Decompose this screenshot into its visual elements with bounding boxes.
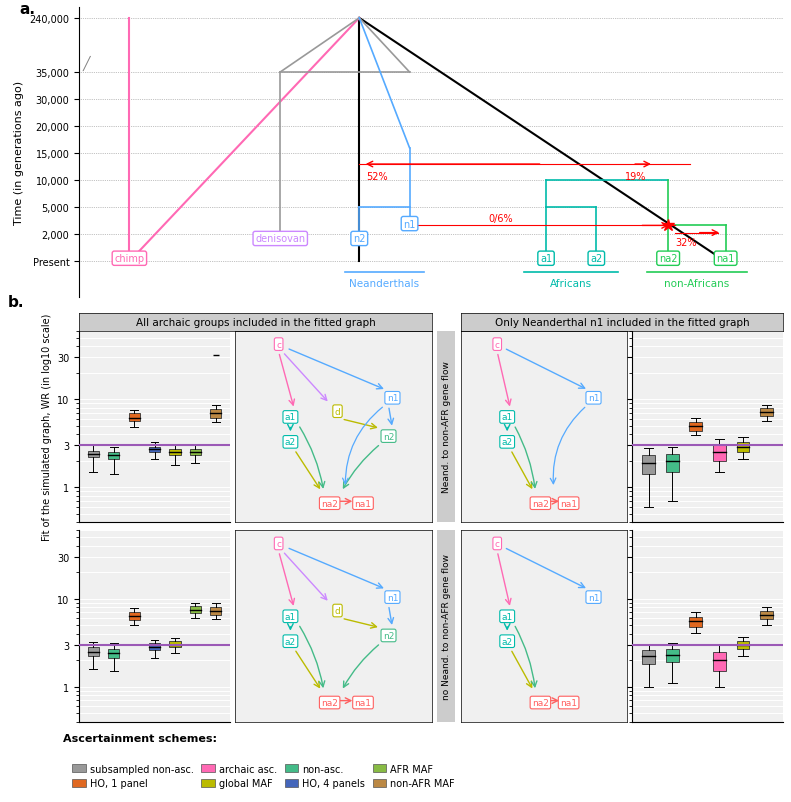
Text: Africans: Africans [550,279,592,289]
Text: ╱: ╱ [83,56,90,71]
Bar [169,450,180,456]
Text: n1: n1 [588,394,600,403]
Bar [736,442,750,452]
Bar [689,423,702,431]
Text: 0/6%: 0/6% [489,213,513,223]
Text: non-Africans: non-Africans [664,279,729,289]
Text: na1: na1 [717,254,735,264]
Bar [129,613,140,620]
Text: n1: n1 [387,593,398,602]
Bar [666,649,679,662]
Text: a2: a2 [285,438,296,447]
Bar [760,611,773,620]
Text: 52%: 52% [366,172,388,182]
Text: All archaic groups included in the fitted graph: All archaic groups included in the fitte… [135,318,375,327]
Text: na1: na1 [560,499,577,508]
Text: na2: na2 [532,499,549,508]
Bar [149,643,160,650]
Text: n2: n2 [383,432,394,441]
Bar [108,649,119,658]
Bar [736,641,750,649]
Text: a1: a1 [501,612,513,621]
Text: b.: b. [8,294,25,310]
Text: Neand. to non-AFR gene flow: Neand. to non-AFR gene flow [441,361,451,493]
Bar [190,606,201,614]
Text: n2: n2 [353,234,365,244]
Text: a2: a2 [285,637,296,646]
Text: no Neand. to non-AFR gene flow: no Neand. to non-AFR gene flow [441,553,451,699]
Text: na2: na2 [659,254,677,264]
Text: a.: a. [19,2,36,17]
Text: na1: na1 [354,699,372,707]
Text: na1: na1 [560,699,577,707]
Y-axis label: Fit of the simulated graph, WR (in log10 scale): Fit of the simulated graph, WR (in log10… [42,314,51,541]
Text: a1: a1 [285,612,296,621]
Bar [666,454,679,472]
Text: na1: na1 [354,499,372,508]
Text: Only Neanderthal n1 included in the fitted graph: Only Neanderthal n1 included in the fitt… [494,318,749,327]
Text: a1: a1 [285,413,296,422]
Text: denisovan: denisovan [255,234,305,244]
Bar [88,452,99,458]
Text: n1: n1 [588,593,600,602]
Y-axis label: Time (in generations ago): Time (in generations ago) [13,81,24,225]
Text: a2: a2 [501,637,513,646]
Text: n1: n1 [403,219,416,229]
Bar [88,647,99,657]
Text: c: c [276,539,281,549]
Text: d: d [335,606,340,615]
Bar [642,650,655,664]
Text: a1: a1 [540,254,552,264]
Bar [713,652,726,671]
Text: na2: na2 [321,499,338,508]
Text: c: c [494,340,500,349]
Text: c: c [276,340,281,349]
Text: a1: a1 [501,413,513,422]
Text: 32%: 32% [676,237,697,248]
Bar [190,449,201,456]
Bar [210,607,221,615]
Bar [129,414,140,422]
Text: chimp: chimp [115,254,145,264]
Text: n1: n1 [387,394,398,403]
Text: 19%: 19% [625,172,646,182]
Text: na2: na2 [321,699,338,707]
Bar [713,446,726,461]
Text: d: d [335,407,340,416]
Bar [689,617,702,627]
Text: Ascertainment schemes:: Ascertainment schemes: [63,733,218,743]
Text: n2: n2 [383,631,394,640]
Text: Neanderthals: Neanderthals [350,279,419,289]
Bar [210,409,221,418]
Bar [149,447,160,452]
Bar [108,452,119,460]
Text: a2: a2 [501,438,513,447]
Text: a2: a2 [590,254,603,264]
Bar [760,409,773,417]
Bar [642,456,655,475]
Legend: subsampled non-asc., HO, 1 panel, archaic asc., global MAF, non-asc., HO, 4 pane: subsampled non-asc., HO, 1 panel, archai… [68,759,459,792]
Bar [169,641,180,647]
Text: c: c [494,539,500,549]
Text: na2: na2 [532,699,549,707]
